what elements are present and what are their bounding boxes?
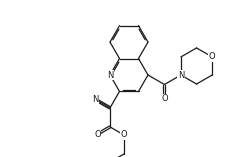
Text: O: O (121, 130, 127, 139)
Text: O: O (209, 52, 215, 61)
Text: N: N (178, 70, 184, 79)
Text: N: N (92, 95, 98, 104)
Text: O: O (94, 130, 101, 138)
Text: N: N (107, 70, 113, 79)
Text: O: O (161, 94, 168, 103)
